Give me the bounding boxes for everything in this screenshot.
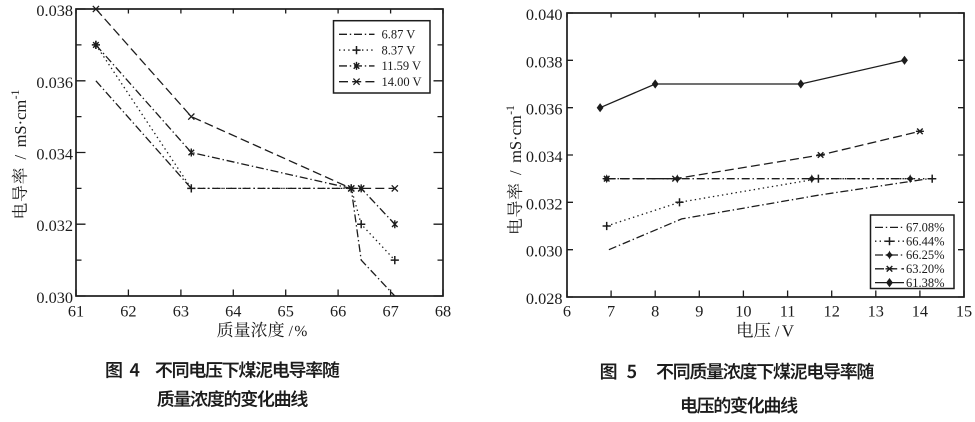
svg-text:62: 62 — [120, 302, 136, 321]
svg-text:0.030: 0.030 — [526, 242, 563, 261]
svg-text:11.59 V: 11.59 V — [382, 59, 422, 73]
svg-text:67: 67 — [382, 302, 398, 321]
svg-text:61.38%: 61.38% — [906, 276, 945, 290]
svg-text:8.37 V: 8.37 V — [382, 43, 416, 57]
svg-text:0.032: 0.032 — [526, 194, 563, 213]
svg-text:12: 12 — [824, 302, 840, 321]
svg-text:61: 61 — [68, 302, 84, 321]
svg-text:0.034: 0.034 — [526, 147, 563, 166]
svg-text:66: 66 — [330, 302, 346, 321]
svg-text:0.034: 0.034 — [36, 145, 73, 164]
svg-text:65: 65 — [278, 302, 294, 321]
svg-text:0.032: 0.032 — [36, 216, 73, 235]
svg-text:0.038: 0.038 — [526, 52, 563, 71]
svg-text:13: 13 — [868, 302, 884, 321]
svg-text:68: 68 — [435, 302, 451, 321]
svg-text:0.030: 0.030 — [36, 288, 73, 307]
svg-text:9: 9 — [695, 302, 703, 321]
svg-text:66.44%: 66.44% — [906, 234, 945, 248]
svg-text:0.036: 0.036 — [36, 73, 73, 92]
svg-text:14.00 V: 14.00 V — [382, 75, 422, 89]
svg-text:6: 6 — [563, 302, 571, 321]
svg-text:11: 11 — [780, 302, 796, 321]
svg-text:67.08%: 67.08% — [906, 221, 945, 235]
svg-text:64: 64 — [225, 302, 241, 321]
svg-text:63: 63 — [173, 302, 189, 321]
svg-text:6.87 V: 6.87 V — [382, 28, 416, 42]
svg-text:15: 15 — [956, 302, 972, 321]
svg-text:63.20%: 63.20% — [906, 262, 945, 276]
svg-text:7: 7 — [607, 302, 615, 321]
svg-text:0.036: 0.036 — [526, 100, 563, 119]
svg-text:66.25%: 66.25% — [906, 248, 945, 262]
svg-text:0.040: 0.040 — [526, 5, 563, 24]
svg-text:10: 10 — [735, 302, 751, 321]
svg-text:0.038: 0.038 — [36, 1, 73, 20]
svg-text:8: 8 — [651, 302, 659, 321]
svg-text:14: 14 — [912, 302, 928, 321]
svg-text:0.028: 0.028 — [526, 289, 563, 308]
